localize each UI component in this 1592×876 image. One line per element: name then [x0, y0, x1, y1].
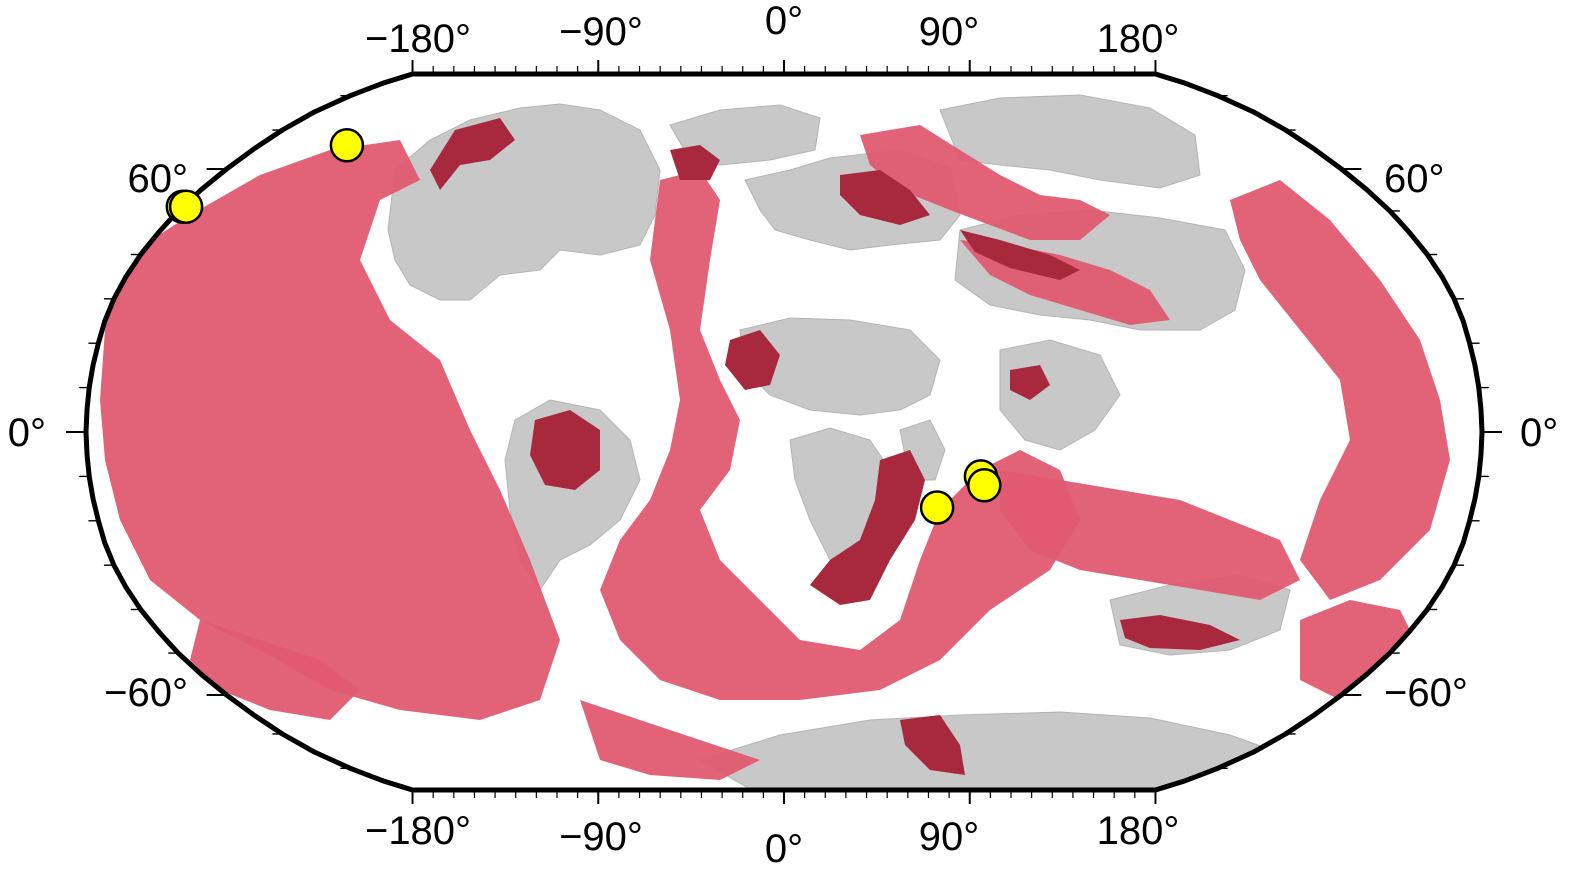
lat-label-left-neg60: −60° — [104, 671, 188, 715]
regions-dark — [430, 118, 1240, 775]
frame-ticks — [66, 60, 1502, 804]
region-light-indian-ocean — [1000, 470, 1300, 600]
marker-point — [967, 468, 1002, 503]
region-dark-antarctica — [900, 715, 965, 775]
continent-siberia — [939, 94, 1201, 189]
lat-label-right-60: 60° — [1384, 157, 1445, 201]
marker-point — [329, 128, 365, 163]
region-dark-central-asia — [840, 170, 930, 225]
latitude-labels-right: 60° 0° −60° — [1384, 157, 1558, 715]
region-light-atlantic — [600, 170, 1080, 700]
region-dark-south-america — [530, 410, 600, 490]
continent-north-africa — [739, 317, 941, 416]
region-dark-north-africa — [725, 330, 780, 390]
regions-light — [100, 125, 1450, 780]
marker-point — [168, 189, 204, 224]
lat-label-right-neg60: −60° — [1384, 671, 1468, 715]
region-dark-alaska — [430, 118, 515, 190]
lat-label-left-0: 0° — [8, 411, 46, 455]
markers — [165, 128, 1002, 525]
latitude-labels-left: 60° 0° −60° — [8, 157, 188, 715]
region-dark-australia — [1120, 615, 1240, 650]
lat-label-right-0: 0° — [1520, 411, 1558, 455]
lon-label-top-180: 180° — [1097, 17, 1180, 61]
region-light-pacific-west — [100, 140, 560, 720]
region-dark-tethys — [960, 230, 1080, 280]
lon-label-bottom-neg90: −90° — [559, 815, 643, 859]
lon-label-bottom-90: 90° — [919, 815, 980, 859]
region-dark-north-europe — [670, 145, 720, 180]
region-light-southwest — [190, 620, 360, 720]
marker-point — [919, 490, 955, 525]
region-dark-east-africa — [810, 450, 925, 605]
region-light-north-asia — [860, 125, 1110, 240]
region-light-south-atlantic — [580, 700, 760, 780]
lon-label-top-90: 90° — [919, 10, 980, 54]
lon-label-bottom-0: 0° — [765, 827, 803, 871]
region-dark-india — [1010, 365, 1050, 400]
region-light-east-pacific — [1230, 180, 1450, 600]
lon-label-top-0: 0° — [765, 0, 803, 43]
longitude-labels-bottom: −180° −90° 0° 90° 180° — [365, 809, 1179, 871]
continent-antarctica — [698, 711, 1302, 790]
lon-label-top-neg90: −90° — [559, 10, 643, 54]
lon-label-top-neg180: −180° — [365, 17, 471, 61]
lon-label-bottom-neg180: −180° — [365, 809, 471, 853]
lon-label-bottom-180: 180° — [1097, 809, 1180, 853]
longitude-labels-top: −180° −90° 0° 90° 180° — [365, 0, 1179, 61]
